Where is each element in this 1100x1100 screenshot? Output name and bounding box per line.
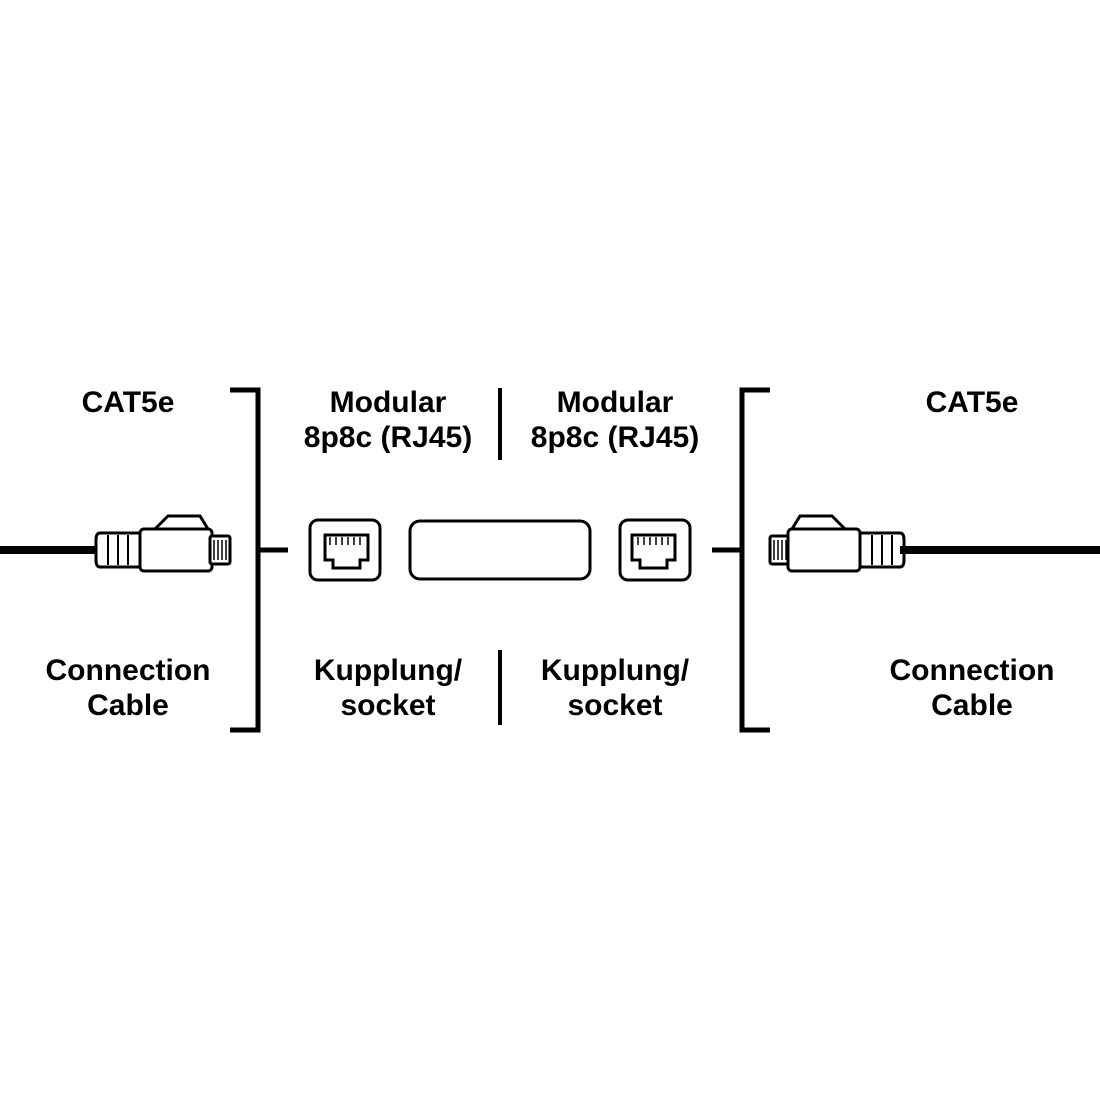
left-socket [310, 520, 380, 580]
right-plug-body [788, 529, 860, 571]
left-cable-bottom-label-1: Connection [46, 654, 211, 687]
left-bracket [230, 390, 258, 730]
right-cable-bottom-label-2: Cable [931, 689, 1013, 722]
left-plug-clip [155, 516, 208, 529]
right-cable-bottom-label-1: Connection [890, 654, 1055, 687]
left-socket-top-label-2: 8p8c (RJ45) [304, 421, 472, 454]
right-socket-top-label-1: Modular [557, 386, 674, 419]
right-cable-assembly [770, 516, 1100, 571]
left-socket-bottom-label-1: Kupplung/ [314, 654, 463, 687]
left-cable-assembly [0, 516, 230, 571]
right-socket-top-label-2: 8p8c (RJ45) [531, 421, 699, 454]
right-plug-clip [792, 516, 845, 529]
left-socket-top-label-1: Modular [330, 386, 447, 419]
right-bracket [742, 390, 770, 730]
left-plug-body [140, 529, 212, 571]
coupler-body [410, 521, 590, 579]
right-socket [620, 520, 690, 580]
connection-diagram: CAT5e Connection Cable Modular 8p8c (RJ4… [0, 0, 1100, 1100]
left-plug-nose [210, 536, 230, 564]
left-cable-top-label: CAT5e [82, 386, 175, 419]
right-socket-bottom-label-2: socket [567, 689, 662, 722]
left-socket-bottom-label-2: socket [340, 689, 435, 722]
left-cable-bottom-label-2: Cable [87, 689, 169, 722]
right-cable-top-label: CAT5e [926, 386, 1019, 419]
right-socket-bottom-label-1: Kupplung/ [541, 654, 690, 687]
